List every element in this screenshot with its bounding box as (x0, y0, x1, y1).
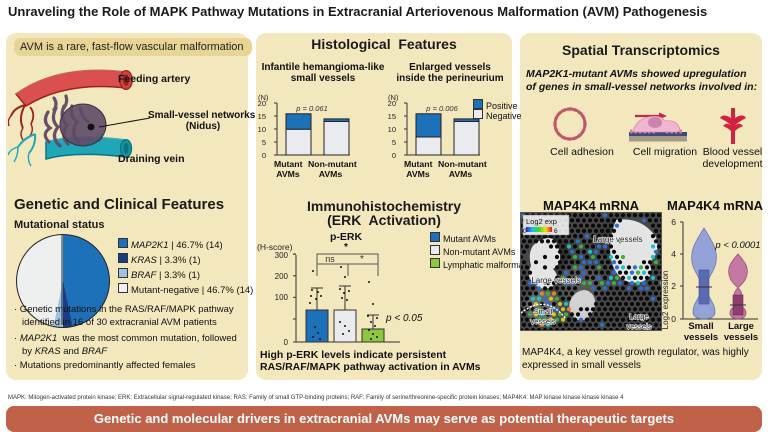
svg-text:4: 4 (671, 249, 676, 259)
svg-text:0: 0 (671, 314, 676, 324)
svg-text:6: 6 (671, 217, 676, 227)
svg-text:p < 0.0001: p < 0.0001 (714, 240, 760, 251)
svg-text:Log2 expression: Log2 expression (661, 271, 670, 330)
svg-text:2: 2 (671, 281, 676, 291)
